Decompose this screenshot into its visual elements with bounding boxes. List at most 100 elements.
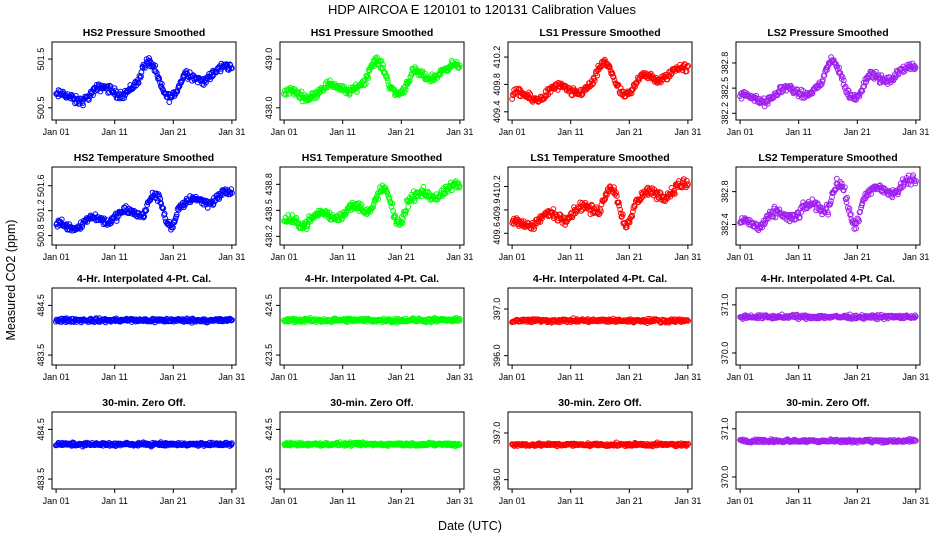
panel-title: 4-Hr. Interpolated 4-Pt. Cal. [305, 273, 439, 285]
data-series [53, 186, 235, 234]
data-point [402, 86, 409, 93]
data-point [661, 194, 668, 201]
data-point [456, 441, 463, 448]
x-tick-label: Jan 21 [160, 496, 187, 506]
plot-frame [51, 166, 237, 246]
data-series [281, 314, 463, 326]
plot-frame [279, 411, 465, 490]
data-series [281, 178, 463, 233]
y-tick-label: 410.2 [492, 46, 502, 69]
data-point [751, 98, 758, 104]
data-point [856, 93, 863, 100]
data-series [737, 54, 919, 110]
y-tick-label: 410.2 [492, 175, 502, 198]
data-point [156, 75, 163, 82]
data-point [613, 193, 620, 199]
data-point [420, 183, 427, 190]
x-tick-label: Jan 11 [786, 496, 812, 506]
data-point [516, 85, 522, 92]
data-point [535, 218, 542, 225]
data-point [80, 102, 86, 109]
y-tick-label: 409.6 [492, 222, 502, 245]
panel: 4-Hr. Interpolated 4-Pt. Cal. Jan 01 Jan 1… [36, 273, 245, 382]
data-point [383, 72, 390, 79]
x-tick-label: Jan 31 [446, 496, 473, 506]
panel-grid: HS2 Pressure Smoothed Jan 01 Jan 11 Jan 21 J… [36, 27, 929, 506]
x-tick-label: Jan 01 [727, 496, 754, 506]
data-point [384, 189, 391, 196]
data-point [616, 202, 622, 209]
plot-frame [279, 287, 465, 366]
data-point [88, 89, 95, 96]
x-tick-label: Jan 21 [616, 252, 643, 262]
x-tick-label: Jan 21 [844, 372, 871, 382]
x-tick-label: Jan 11 [558, 127, 584, 137]
x-tick-label: Jan 11 [102, 372, 128, 382]
data-series [509, 439, 692, 450]
data-point [901, 68, 908, 75]
y-tick-label: 438.8 [264, 173, 274, 196]
data-point [684, 317, 691, 324]
data-point [844, 194, 850, 201]
data-point [173, 211, 180, 218]
data-point [456, 317, 463, 324]
data-point [639, 442, 646, 449]
data-point [142, 208, 149, 215]
data-point [911, 314, 918, 321]
data-point [843, 199, 850, 206]
x-tick-label: Jan 31 [218, 496, 245, 506]
data-point [156, 193, 163, 199]
x-tick-label: Jan 01 [499, 127, 526, 137]
data-point [531, 226, 537, 233]
plot-frame [735, 41, 921, 121]
x-tick-label: Jan 11 [330, 496, 356, 506]
data-point [402, 211, 409, 217]
x-tick-label: Jan 31 [446, 372, 473, 382]
y-tick-label: 409.9 [492, 199, 502, 222]
x-tick-label: Jan 01 [271, 372, 298, 382]
x-tick-label: Jan 31 [902, 496, 929, 506]
data-point [912, 313, 919, 320]
y-tick-label: 423.5 [264, 344, 274, 367]
panel: 4-Hr. Interpolated 4-Pt. Cal. Jan 01 Jan 1… [264, 273, 473, 382]
data-point [685, 318, 691, 324]
x-tick-label: Jan 31 [446, 252, 473, 262]
data-point [97, 88, 104, 95]
data-point [764, 100, 771, 107]
x-tick-label: Jan 11 [558, 496, 584, 506]
data-point [228, 186, 235, 193]
data-point [619, 211, 626, 218]
x-tick-label: Jan 11 [102, 127, 128, 137]
data-series [509, 56, 691, 105]
data-point [166, 99, 173, 105]
x-tick-label: Jan 31 [218, 372, 245, 382]
data-point [170, 224, 176, 231]
y-tick-label: 501.2 [36, 199, 46, 222]
x-tick-label: Jan 31 [674, 496, 701, 506]
x-tick-label: Jan 31 [674, 252, 701, 262]
data-point [183, 68, 190, 74]
data-point [152, 62, 159, 69]
data-point [840, 187, 847, 194]
x-axis-label: Date (UTC) [438, 519, 502, 533]
y-tick-label: 423.5 [264, 468, 274, 491]
data-point [910, 172, 916, 179]
data-point [630, 208, 636, 215]
data-point [856, 218, 862, 225]
y-tick-label: 439.0 [264, 48, 274, 71]
panel: 30-min. Zero Off. Jan 01 Jan 11 Jan 21 Jan 3… [36, 397, 245, 506]
data-point [130, 208, 137, 215]
data-point [216, 196, 223, 202]
data-point [828, 198, 834, 204]
y-tick-label: 500.8 [36, 224, 46, 247]
data-point [174, 88, 181, 95]
plot-frame [507, 41, 693, 121]
data-series [509, 176, 691, 233]
panel-title: 4-Hr. Interpolated 4-Pt. Cal. [761, 273, 895, 285]
data-point [772, 214, 779, 221]
data-point [405, 204, 412, 210]
plot-frame [735, 411, 921, 490]
x-tick-label: Jan 31 [674, 372, 701, 382]
data-point [370, 201, 377, 208]
x-tick-label: Jan 11 [102, 496, 128, 506]
